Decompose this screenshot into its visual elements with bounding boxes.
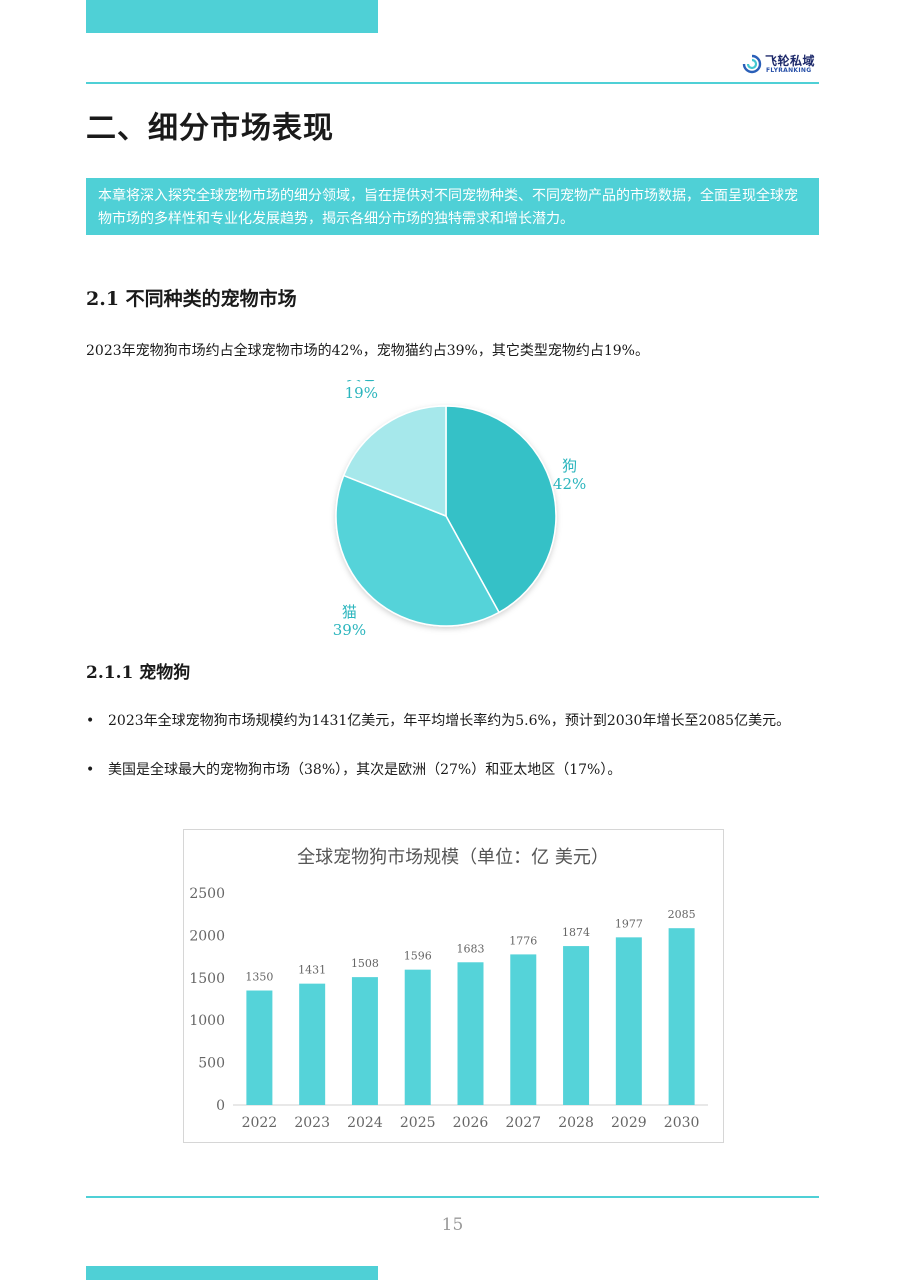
bar-data-label: 1350: [245, 971, 273, 984]
bullet-text: 2023年全球宠物狗市场规模约为1431亿美元，年平均增长率约为5.6%，预计到…: [108, 713, 791, 729]
y-tick-label: 1500: [189, 971, 225, 987]
bar: [510, 954, 537, 1105]
pie-value-label: 42%: [553, 475, 586, 493]
bar-chart-title: 全球宠物狗市场规模（单位：亿 美元）: [297, 847, 609, 868]
pie-label: 其它: [346, 380, 376, 384]
pie-slice-1: [445, 405, 557, 614]
subsection-paragraph: 2023年宠物狗市场约占全球宠物市场的42%，宠物猫约占39%，其它类型宠物约占…: [86, 343, 649, 359]
bullet-dot: •: [86, 762, 95, 778]
bar-data-label: 1508: [351, 957, 379, 970]
bar: [246, 990, 273, 1105]
subsubsection-heading: 2.1.1 宠物狗: [86, 663, 191, 683]
y-tick-label: 2000: [189, 928, 225, 944]
bar-data-label: 1431: [298, 964, 326, 977]
x-tick-label: 2029: [611, 1115, 647, 1131]
y-tick-label: 1000: [189, 1013, 225, 1029]
pie-label: 猫: [342, 603, 357, 621]
y-tick-label: 0: [216, 1098, 225, 1114]
y-tick-label: 500: [198, 1056, 225, 1072]
pet-type-pie-chart: 狗42% 猫39% 其它19%: [333, 380, 587, 639]
bar: [615, 937, 642, 1105]
x-tick-label: 2022: [242, 1115, 278, 1131]
bullet-text: 美国是全球最大的宠物狗市场（38%），其次是欧洲（27%）和亚太地区（17%）。: [108, 762, 622, 778]
section-title: 二、细分市场表现: [86, 111, 334, 146]
bar-data-label: 1977: [615, 917, 643, 930]
x-tick-label: 2027: [505, 1115, 541, 1131]
bar-data-label: 2085: [668, 908, 696, 921]
pie-label: 狗: [562, 457, 577, 475]
footer-divider: [86, 1196, 819, 1198]
intro-callout: 本章将深入探究全球宠物市场的细分领域，旨在提供对不同宠物种类、不同宠物产品的市场…: [86, 178, 819, 235]
bar-data-label: 1596: [404, 950, 432, 963]
logo-text-cn: 飞轮私域: [765, 54, 816, 68]
pie-value-label: 19%: [345, 384, 378, 402]
y-tick-label: 2500: [189, 886, 225, 902]
logo-swirl-icon: [742, 54, 762, 74]
intro-text: 本章将深入探究全球宠物市场的细分领域，旨在提供对不同宠物种类、不同宠物产品的市场…: [98, 188, 798, 227]
page-number: 15: [441, 1215, 464, 1235]
logo-text-en: FLYRANKING: [766, 67, 812, 74]
bar: [351, 977, 378, 1105]
bar: [457, 962, 484, 1105]
x-tick-label: 2025: [400, 1115, 436, 1131]
bar: [563, 946, 590, 1105]
bar-data-label: 1776: [509, 934, 537, 947]
header-divider: [86, 82, 819, 84]
x-tick-label: 2028: [558, 1115, 594, 1131]
bullet-item: • 美国是全球最大的宠物狗市场（38%），其次是欧洲（27%）和亚太地区（17%）…: [86, 759, 621, 779]
bottom-accent-bar: [86, 1266, 378, 1280]
pie-slice-3: [342, 405, 447, 518]
dog-market-bar-chart: 全球宠物狗市场规模（单位：亿 美元） 0 500 1000 1500 2000 2500 13…: [189, 847, 708, 1131]
bullet-item: • 2023年全球宠物狗市场规模约为1431亿美元，年平均增长率约为5.6%，预计…: [86, 710, 790, 730]
bar-data-label: 1874: [562, 926, 590, 939]
pie-value-label: 39%: [333, 621, 366, 639]
x-tick-label: 2030: [664, 1115, 700, 1131]
bar: [404, 969, 431, 1105]
x-tick-label: 2023: [294, 1115, 330, 1131]
pie-slice-2: [335, 474, 501, 627]
x-tick-label: 2024: [347, 1115, 383, 1131]
subsection-heading: 2.1 不同种类的宠物市场: [86, 288, 297, 310]
bar: [668, 928, 695, 1105]
x-tick-label: 2026: [453, 1115, 489, 1131]
top-accent-bar: [86, 0, 378, 33]
bar: [299, 983, 326, 1105]
bullet-dot: •: [86, 713, 95, 729]
flyranking-logo: 飞轮私域 FLYRANKING: [742, 52, 822, 76]
bar-data-label: 1683: [457, 942, 485, 955]
